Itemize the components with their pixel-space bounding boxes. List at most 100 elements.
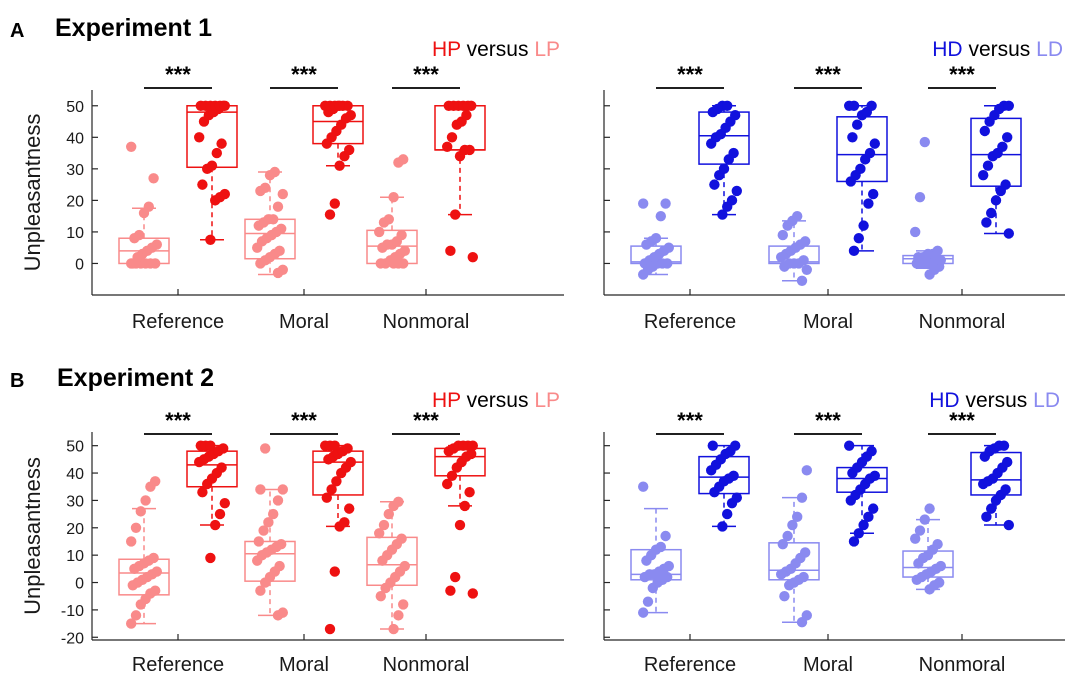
box-hd-reference bbox=[698, 440, 750, 532]
data-point bbox=[798, 255, 809, 266]
data-point bbox=[866, 100, 877, 111]
data-point bbox=[662, 571, 673, 583]
legend-sep-pain: versus bbox=[461, 38, 535, 61]
data-point bbox=[398, 258, 409, 269]
legend-sep-disgust: versus bbox=[963, 38, 1037, 61]
data-point bbox=[982, 160, 994, 171]
data-point bbox=[638, 481, 649, 492]
data-point bbox=[864, 147, 876, 159]
data-point bbox=[324, 209, 336, 220]
data-point bbox=[446, 132, 458, 143]
data-point bbox=[717, 209, 728, 220]
data-point bbox=[855, 163, 866, 175]
legend-sep-disgust: versus bbox=[960, 389, 1034, 412]
y-tick-label: 30 bbox=[66, 493, 84, 510]
data-point bbox=[268, 214, 279, 225]
box-hp-moral bbox=[312, 100, 364, 220]
data-point bbox=[986, 503, 997, 514]
data-point bbox=[782, 530, 793, 542]
data-point bbox=[464, 487, 475, 498]
data-point bbox=[722, 508, 733, 520]
box-hd-nonmoral bbox=[970, 440, 1022, 531]
data-point bbox=[260, 443, 271, 454]
data-point bbox=[998, 440, 1010, 451]
box-ld-reference bbox=[630, 198, 682, 280]
data-point bbox=[655, 541, 666, 553]
data-point bbox=[466, 448, 477, 460]
data-point bbox=[858, 519, 869, 531]
data-point bbox=[211, 147, 222, 159]
data-point bbox=[981, 511, 992, 523]
data-point bbox=[388, 623, 399, 635]
data-point bbox=[383, 214, 394, 225]
legend-high-disgust: HD bbox=[929, 389, 959, 412]
box-lp-moral bbox=[244, 443, 296, 621]
data-point bbox=[914, 525, 926, 536]
data-point bbox=[858, 220, 869, 231]
data-point bbox=[924, 503, 935, 514]
axes-exp1-disgust: Reference Moral Nonmoral *** *** *** bbox=[603, 62, 1065, 333]
data-point bbox=[399, 560, 410, 572]
data-point bbox=[866, 445, 877, 457]
data-point bbox=[216, 138, 227, 149]
data-point bbox=[796, 275, 808, 287]
data-point bbox=[910, 533, 921, 544]
data-point bbox=[462, 100, 474, 111]
data-point bbox=[135, 506, 146, 517]
data-point bbox=[321, 492, 332, 503]
box-hd-nonmoral bbox=[970, 100, 1022, 239]
data-point bbox=[731, 492, 742, 503]
data-point bbox=[848, 245, 860, 257]
data-point bbox=[844, 440, 855, 451]
data-point bbox=[997, 141, 1008, 152]
data-point bbox=[393, 610, 404, 621]
significance-stars: *** bbox=[413, 62, 439, 87]
data-point bbox=[143, 201, 154, 212]
data-point bbox=[272, 495, 284, 506]
data-point bbox=[148, 552, 159, 564]
data-point bbox=[374, 528, 385, 539]
data-point bbox=[150, 585, 161, 596]
data-point bbox=[990, 195, 1002, 206]
data-point bbox=[792, 511, 803, 523]
data-point bbox=[986, 207, 997, 219]
data-point bbox=[274, 560, 285, 572]
y-axis-label: Unpleasantness bbox=[20, 114, 45, 272]
data-point bbox=[205, 234, 216, 246]
x-category-label: Moral bbox=[279, 654, 329, 673]
data-point bbox=[731, 185, 742, 197]
data-point bbox=[467, 251, 478, 263]
x-category-label: Nonmoral bbox=[919, 654, 1006, 673]
data-point bbox=[777, 229, 788, 241]
x-category-label: Nonmoral bbox=[383, 311, 470, 333]
data-point bbox=[148, 173, 159, 184]
panel-letter-a: A bbox=[10, 20, 24, 42]
significance-stars: *** bbox=[677, 408, 703, 433]
data-point bbox=[263, 517, 274, 528]
data-point bbox=[445, 585, 456, 596]
y-tick-label: 0 bbox=[75, 576, 84, 593]
x-category-label: Moral bbox=[279, 311, 329, 333]
y-tick-label: 40 bbox=[66, 130, 84, 147]
data-point bbox=[1000, 484, 1011, 495]
data-point bbox=[329, 566, 340, 577]
data-point bbox=[981, 217, 992, 228]
data-point bbox=[329, 440, 340, 451]
data-point bbox=[660, 530, 671, 542]
panel-letter-b: B bbox=[10, 370, 24, 392]
legend-disgust-a: HD versus LD bbox=[932, 38, 1063, 61]
significance-stars: *** bbox=[165, 62, 191, 87]
data-point bbox=[935, 560, 946, 572]
y-tick-label: 10 bbox=[66, 548, 84, 565]
panel-title-a: Experiment 1 bbox=[55, 14, 212, 42]
data-point bbox=[787, 519, 798, 531]
y-tick-label: 30 bbox=[66, 162, 84, 179]
data-point bbox=[663, 242, 674, 253]
y-tick-label: 40 bbox=[66, 466, 84, 483]
y-axis-label: Unpleasantness bbox=[20, 457, 45, 615]
legend-low-disgust: LD bbox=[1036, 38, 1063, 61]
data-point bbox=[853, 233, 864, 244]
significance-stars: *** bbox=[291, 408, 317, 433]
data-point bbox=[717, 521, 728, 532]
box-hd-moral bbox=[836, 440, 888, 547]
